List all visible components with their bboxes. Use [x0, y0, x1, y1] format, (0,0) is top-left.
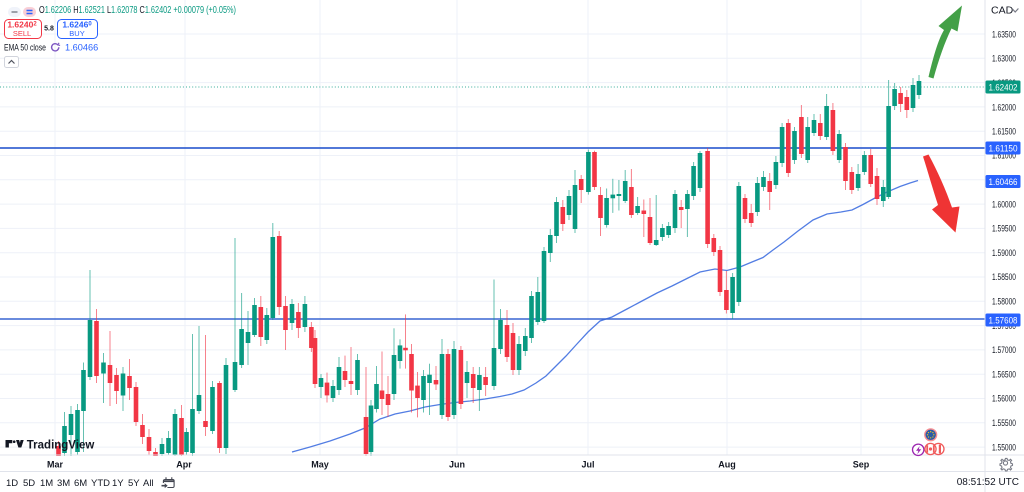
svg-text:O1.62206 H1.62521 L1.62078 C1.: O1.62206 H1.62521 L1.62078 C1.62402 +0.0…: [39, 5, 236, 16]
svg-text:1Y: 1Y: [112, 478, 124, 489]
svg-text:1.62402: 1.62402: [989, 82, 1018, 93]
svg-text:1.57000: 1.57000: [992, 345, 1016, 355]
svg-text:1.55500: 1.55500: [992, 418, 1016, 428]
svg-text:Apr: Apr: [176, 460, 192, 470]
svg-text:1D: 1D: [6, 478, 18, 489]
svg-text:1.61150: 1.61150: [989, 143, 1018, 154]
svg-text:5Y: 5Y: [128, 478, 140, 489]
svg-text:May: May: [311, 460, 329, 470]
svg-text:Aug: Aug: [718, 460, 736, 470]
svg-text:1.62460: 1.62460: [62, 20, 92, 30]
svg-text:YTD: YTD: [91, 478, 110, 489]
svg-text:5D: 5D: [23, 478, 35, 489]
svg-text:3M: 3M: [57, 478, 70, 489]
svg-text:EMA 50 close: EMA 50 close: [4, 43, 46, 53]
svg-text:6M: 6M: [74, 478, 87, 489]
svg-text:1.58000: 1.58000: [992, 297, 1016, 307]
svg-text:1.61000: 1.61000: [992, 151, 1016, 161]
svg-text:5.8: 5.8: [44, 26, 54, 33]
svg-text:TradingView: TradingView: [27, 438, 95, 452]
svg-text:Jun: Jun: [449, 460, 465, 470]
svg-text:1.61500: 1.61500: [992, 126, 1016, 136]
svg-text:1M: 1M: [40, 478, 53, 489]
svg-text:1.62000: 1.62000: [992, 102, 1016, 112]
svg-text:BUY: BUY: [69, 29, 84, 38]
svg-text:1.56500: 1.56500: [992, 369, 1016, 379]
svg-text:Mar: Mar: [47, 460, 64, 470]
svg-text:1.56000: 1.56000: [992, 394, 1016, 404]
svg-text:1.63000: 1.63000: [992, 54, 1016, 64]
svg-text:1.60000: 1.60000: [992, 199, 1016, 209]
svg-text:1.63500: 1.63500: [992, 29, 1016, 39]
svg-text:1.57608: 1.57608: [989, 315, 1018, 326]
svg-text:SELL: SELL: [13, 29, 31, 38]
svg-text:1.58500: 1.58500: [992, 272, 1016, 282]
svg-text:CAD: CAD: [991, 5, 1014, 17]
svg-text:All: All: [143, 478, 154, 489]
svg-text:Jul: Jul: [581, 460, 594, 470]
svg-text:08:51:52 UTC: 08:51:52 UTC: [957, 477, 1019, 488]
svg-text:1.55000: 1.55000: [992, 442, 1016, 452]
svg-text:1.60466: 1.60466: [989, 177, 1018, 188]
svg-text:1.62402: 1.62402: [7, 20, 37, 30]
svg-text:1.59500: 1.59500: [992, 224, 1016, 234]
svg-text:1.60466: 1.60466: [65, 43, 98, 53]
svg-text:1.59000: 1.59000: [992, 248, 1016, 258]
svg-text:Sep: Sep: [853, 460, 870, 470]
